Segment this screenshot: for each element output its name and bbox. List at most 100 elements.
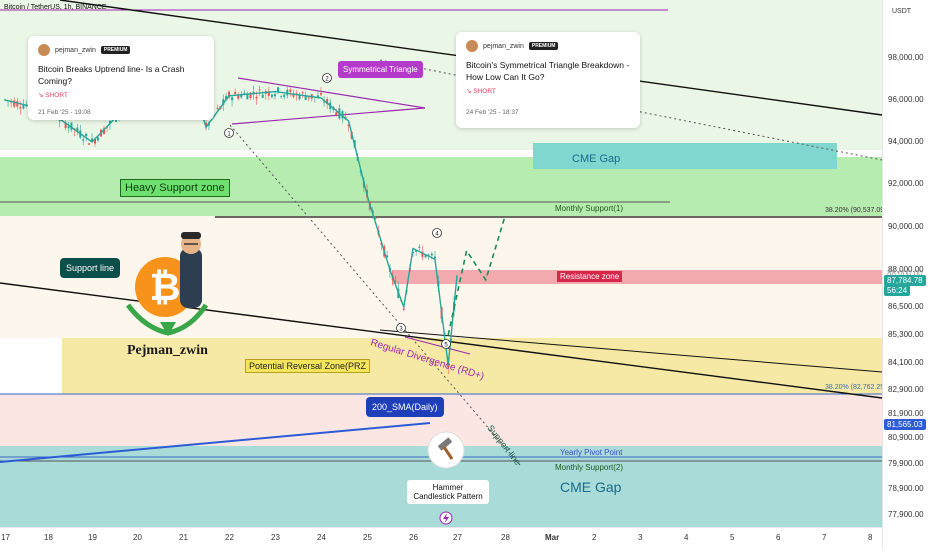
symmetrical-triangle-callout: Symmetrical Triangle <box>338 61 423 78</box>
candle-body <box>418 246 421 248</box>
triangle-upper <box>237 77 426 109</box>
sma-200-callout: 200_SMA(Daily) <box>366 397 444 417</box>
candle-body <box>280 96 283 97</box>
symbol-title: Bitcoin / TetherUS, 1h, BINANCE <box>4 4 107 11</box>
candle-body <box>304 96 307 100</box>
candle-body <box>402 308 405 310</box>
candle-body <box>427 254 430 256</box>
time-axis[interactable] <box>0 527 882 551</box>
card-1-direction: ↘ SHORT <box>38 92 68 99</box>
candle-body <box>335 111 338 116</box>
x-tick-label: 28 <box>501 533 510 542</box>
x-tick-label: 2 <box>592 533 597 542</box>
idea-card-1[interactable]: pejman_zwin PREMIUM Bitcoin Breaks Uptren… <box>28 36 214 120</box>
card-2-author: pejman_zwin PREMIUM <box>466 40 630 52</box>
card-1-date: 21 Feb '25 - 19:08 <box>38 109 91 116</box>
candle-body <box>374 217 377 219</box>
candle-body <box>94 138 96 144</box>
x-tick-label: 22 <box>225 533 234 542</box>
x-tick-label: 4 <box>684 533 689 542</box>
candle-body <box>341 111 344 119</box>
yearly-pivot-label: Yearly Pivot Point <box>560 448 623 457</box>
candle-body <box>82 139 85 141</box>
candle-body <box>228 91 230 98</box>
x-tick-label: 24 <box>317 533 326 542</box>
wave-label-3: 3 <box>396 323 406 333</box>
candle-body <box>301 92 304 94</box>
cme-gap-upper-zone <box>533 143 837 169</box>
y-tick-label: 79,900.00 <box>888 459 924 468</box>
divergence-line <box>404 336 471 355</box>
candle-body <box>292 94 295 97</box>
wave-label-4: 4 <box>432 228 442 238</box>
candle-body <box>243 92 246 94</box>
x-tick-label: 21 <box>179 533 188 542</box>
projection-path-line <box>447 216 506 336</box>
candle-body <box>415 249 418 252</box>
currency-label: USDT <box>892 8 912 15</box>
candle-body <box>298 94 301 100</box>
candle-body <box>347 124 350 127</box>
candle-body <box>434 256 436 259</box>
x-tick-label: 18 <box>44 533 53 542</box>
svg-text:3: 3 <box>399 327 403 333</box>
x-tick-label: 17 <box>1 533 10 542</box>
candle-body <box>255 96 258 99</box>
y-tick-label: 84,100.00 <box>888 358 924 367</box>
wave-label-1: 1 <box>224 128 234 138</box>
prz-label: Potential Reversal Zone(PRZ <box>245 359 371 373</box>
author-avatar <box>38 44 50 56</box>
hammer-icon <box>427 431 465 469</box>
candle-body <box>231 97 234 101</box>
candle-body <box>289 89 292 92</box>
candle-body <box>237 95 240 99</box>
candle-body <box>4 99 6 101</box>
resistance-zone <box>392 270 882 284</box>
candle-body <box>424 254 427 258</box>
candle-body <box>246 94 249 100</box>
sma-price-tag: 81,565.03 <box>884 419 926 430</box>
candle-body <box>240 94 243 98</box>
candle-body <box>76 127 79 132</box>
prz-zone <box>62 338 882 394</box>
author-avatar <box>466 40 478 52</box>
x-tick-label: 8 <box>868 533 873 542</box>
support-line-callout: Support line <box>60 258 121 278</box>
mascot-figure-icon <box>180 232 202 308</box>
candle-body <box>16 101 19 107</box>
candle-body <box>22 105 25 109</box>
candle-body <box>64 122 67 129</box>
y-tick-label: 90,000.00 <box>888 222 924 231</box>
premium-badge: PREMIUM <box>528 42 559 50</box>
x-tick-label: Mar <box>545 533 560 542</box>
candle-body <box>249 92 252 99</box>
candle-body <box>421 251 424 257</box>
candle-body <box>283 94 286 97</box>
candle-body <box>97 137 99 141</box>
y-tick-label: 85,300.00 <box>888 330 924 339</box>
card-1-author: pejman_zwin PREMIUM <box>38 44 204 56</box>
svg-text:₿: ₿ <box>150 267 181 309</box>
candle-body <box>216 108 219 109</box>
candle-body <box>67 126 70 129</box>
candle-body <box>277 87 280 92</box>
candle-body <box>267 91 270 96</box>
y-tick-label: 81,900.00 <box>888 409 924 418</box>
card-2-title: Bitcoin's Symmetrical Triangle Breakdown… <box>466 60 630 82</box>
candle-body <box>430 253 433 256</box>
fib-lower-label: 38.20% (82,762.25) <box>825 384 887 391</box>
monthly-support-2-label: Monthly Support(2) <box>555 463 623 472</box>
monthly-support-1-label: Monthly Support(1) <box>555 204 623 213</box>
card-2-date: 24 Feb '25 - 18:37 <box>466 109 519 116</box>
candle-body <box>394 280 397 282</box>
candle-body <box>320 93 322 95</box>
idea-card-2[interactable]: pejman_zwin PREMIUM Bitcoin's Symmetrical… <box>456 32 640 128</box>
x-tick-label: 6 <box>776 533 781 542</box>
candle-body <box>85 133 88 137</box>
candle-body <box>274 94 276 97</box>
x-tick-label: 19 <box>88 533 97 542</box>
triangle-lower <box>231 107 426 125</box>
y-tick-label: 86,500.00 <box>888 302 924 311</box>
candle-body <box>307 97 310 99</box>
